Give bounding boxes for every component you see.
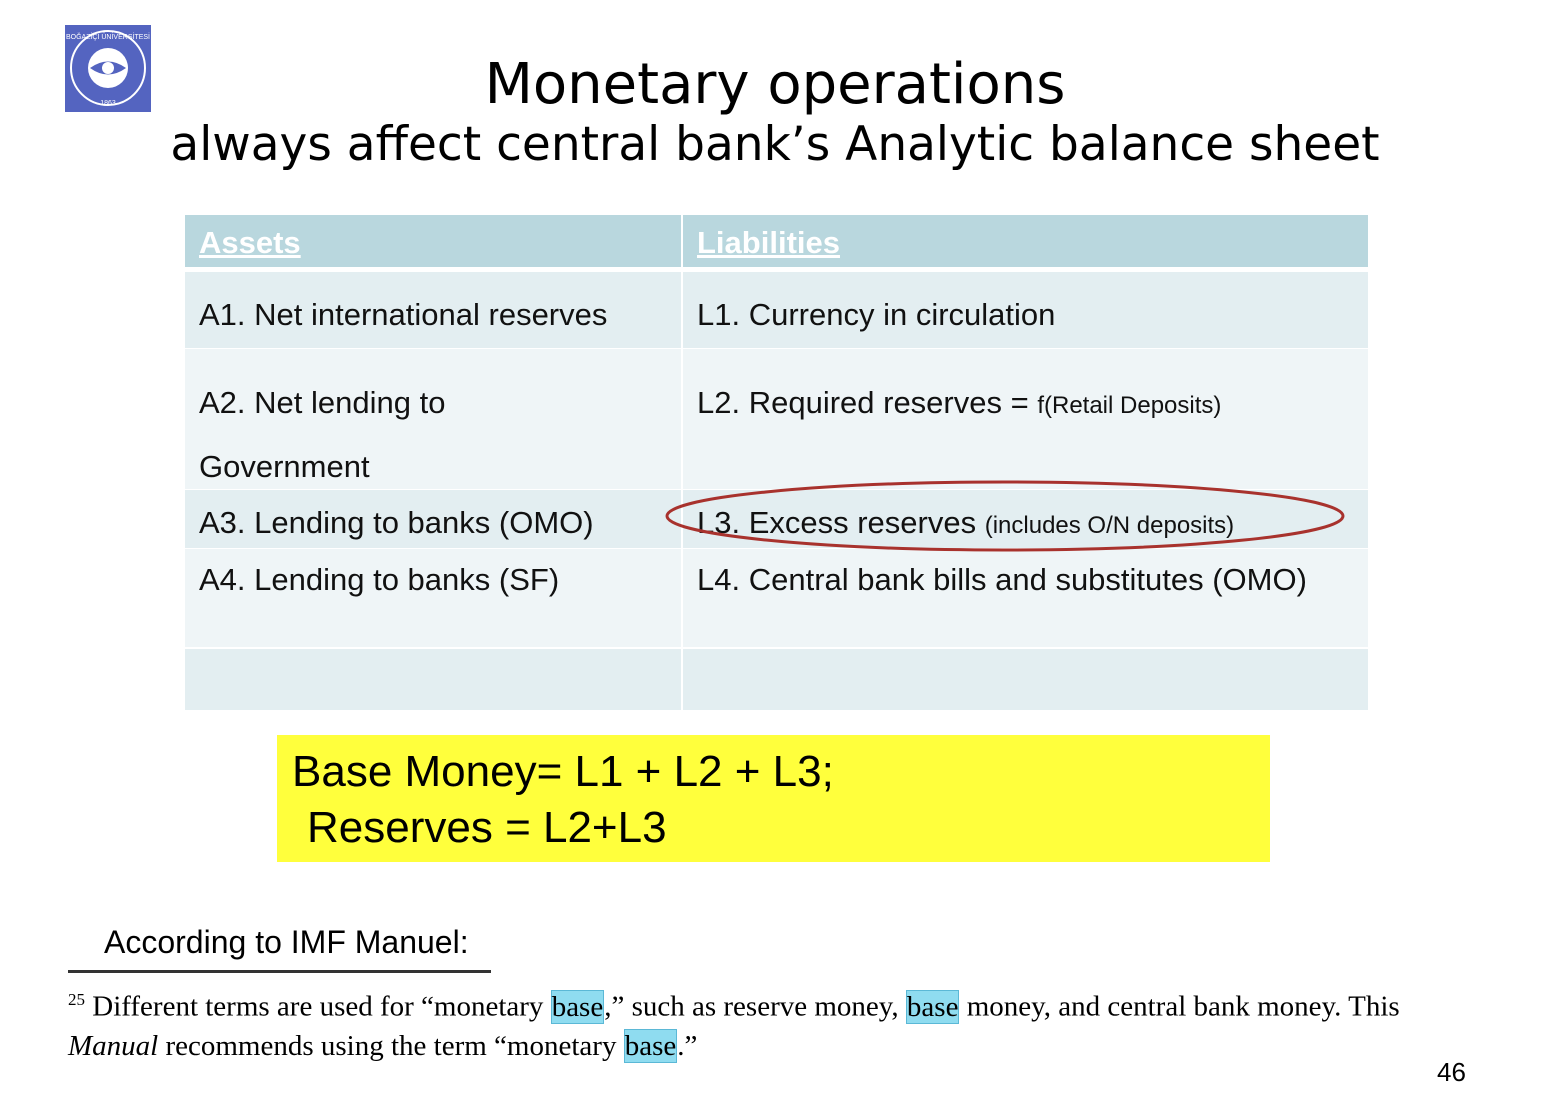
table-cell: L3. Excess reserves (includes O/N deposi… bbox=[683, 490, 1368, 548]
text: L2. Required reserves = bbox=[697, 385, 1038, 420]
note-heading: According to IMF Manuel: bbox=[104, 924, 469, 960]
highlight-ellipse bbox=[665, 480, 1345, 552]
rule bbox=[68, 970, 491, 973]
footnote-line: 25 Different terms are used for “monetar… bbox=[68, 989, 1400, 1024]
subtitle: always affect central bank’s Analytic ba… bbox=[170, 117, 1380, 172]
column-header: Liabilities bbox=[683, 215, 1368, 267]
highlight: base bbox=[550, 989, 605, 1024]
text: (includes O/N deposits) bbox=[984, 512, 1235, 539]
text: recommends using the term “monetary bbox=[158, 1030, 624, 1062]
table-cell: L4. Central bank bills and substitutes (… bbox=[683, 549, 1368, 647]
logo: BOĞAZİÇİ ÜNİVERSİTESİ 1863 bbox=[65, 25, 151, 112]
footnote-line: Manual recommends using the term “moneta… bbox=[68, 1029, 698, 1063]
text: L3. Excess reserves bbox=[697, 505, 985, 540]
text: Manual bbox=[68, 1030, 159, 1062]
title: Monetary operations bbox=[484, 52, 1066, 117]
text: Different terms are used for “monetary bbox=[92, 990, 551, 1023]
table-cell: L1. Currency in circulation bbox=[683, 272, 1368, 348]
text: money, and central bank money. This bbox=[959, 990, 1400, 1023]
text: f(Retail Deposits) bbox=[1037, 392, 1222, 419]
text: .” bbox=[677, 1030, 698, 1062]
table-cell: A1. Net international reserves bbox=[185, 272, 681, 348]
logo-year: 1863 bbox=[100, 100, 116, 107]
formula-line: Base Money= L1 + L2 + L3; bbox=[292, 747, 834, 796]
table-cell: A3. Lending to banks (OMO) bbox=[185, 490, 681, 548]
footnote-number: 25 bbox=[68, 990, 85, 1009]
formula-box: Base Money= L1 + L2 + L3; Reserves = L2+… bbox=[277, 735, 1270, 862]
highlight: base bbox=[623, 1029, 678, 1063]
highlight: base bbox=[905, 989, 960, 1024]
logo-name: BOĞAZİÇİ ÜNİVERSİTESİ bbox=[66, 32, 150, 41]
table-cell: L2. Required reserves = f(Retail Deposit… bbox=[683, 349, 1368, 489]
column-header: Assets bbox=[185, 215, 681, 267]
table-cell: A2. Net lending to Government bbox=[185, 349, 681, 489]
page-number: 46 bbox=[1437, 1057, 1466, 1087]
table-cell bbox=[683, 649, 1368, 710]
table-cell bbox=[185, 649, 681, 710]
text: ,” such as reserve money, bbox=[604, 990, 906, 1023]
table-cell: A4. Lending to banks (SF) bbox=[185, 549, 681, 647]
formula-line: Reserves = L2+L3 bbox=[307, 803, 667, 852]
